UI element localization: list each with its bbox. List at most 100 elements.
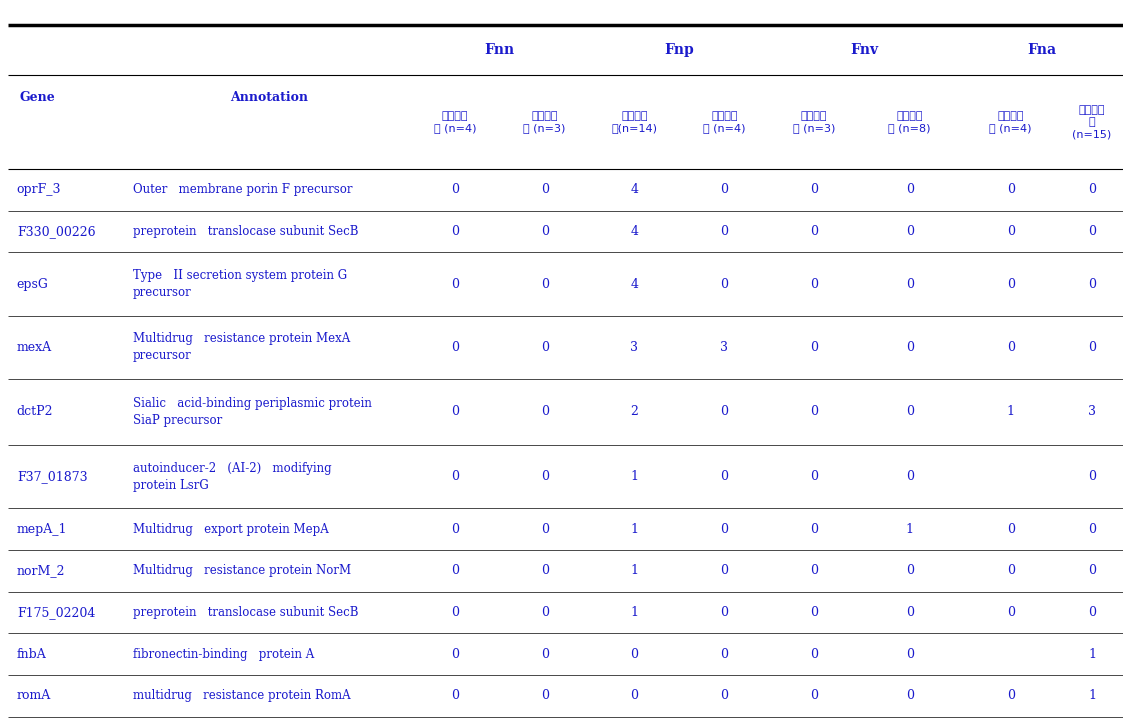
Text: 0: 0 [810,406,819,418]
Text: 3: 3 [1088,406,1096,418]
Text: 4: 4 [630,225,639,238]
Text: Multidrug   resistance protein MexA
precursor: Multidrug resistance protein MexA precur… [133,332,349,362]
Text: 0: 0 [540,278,549,290]
Text: 0: 0 [720,278,729,290]
Text: 0: 0 [720,564,729,577]
Text: 1: 1 [905,523,914,536]
Text: 0: 0 [810,648,819,661]
Text: 0: 0 [810,183,819,196]
Text: 0: 0 [905,690,914,702]
Text: 0: 0 [450,341,459,354]
Text: 0: 0 [1006,523,1015,536]
Text: 0: 0 [540,183,549,196]
Text: Fnp: Fnp [665,43,694,58]
Text: 0: 0 [720,606,729,619]
Text: 0: 0 [540,690,549,702]
Text: F330_00226: F330_00226 [17,225,95,238]
Text: 0: 0 [720,183,729,196]
Text: 3: 3 [630,341,639,354]
Text: 0: 0 [810,690,819,702]
Text: 0: 0 [630,648,639,661]
Text: 한국인유
래(n=14): 한국인유 래(n=14) [612,111,657,134]
Text: 0: 0 [720,690,729,702]
Text: 0: 0 [810,564,819,577]
Text: 0: 0 [720,648,729,661]
Text: 0: 0 [1006,183,1015,196]
Text: 1: 1 [1088,648,1096,661]
Text: preprotein   translocase subunit SecB: preprotein translocase subunit SecB [133,606,358,619]
Text: 1: 1 [1088,690,1096,702]
Text: 서양인유
래 (n=4): 서양인유 래 (n=4) [703,111,746,134]
Text: 0: 0 [1088,225,1096,238]
Text: 0: 0 [1006,278,1015,290]
Text: oprF_3: oprF_3 [17,183,62,196]
Text: Fnv: Fnv [850,43,879,58]
Text: mepA_1: mepA_1 [17,523,67,536]
Text: 0: 0 [630,690,639,702]
Text: 0: 0 [1006,564,1015,577]
Text: 한국인유
래 (n=4): 한국인유 래 (n=4) [433,111,476,134]
Text: 1: 1 [630,470,639,483]
Text: 0: 0 [540,523,549,536]
Text: 0: 0 [720,470,729,483]
Text: 0: 0 [720,225,729,238]
Text: Multidrug   resistance protein NorM: Multidrug resistance protein NorM [133,564,350,577]
Text: 0: 0 [450,183,459,196]
Text: 0: 0 [1088,523,1096,536]
Text: 0: 0 [450,278,459,290]
Text: 0: 0 [1006,690,1015,702]
Text: mexA: mexA [17,341,52,354]
Text: 0: 0 [720,523,729,536]
Text: 0: 0 [450,648,459,661]
Text: 0: 0 [1088,278,1096,290]
Text: Sialic   acid-binding periplasmic protein
SiaP precursor: Sialic acid-binding periplasmic protein … [133,397,372,427]
Text: 0: 0 [810,341,819,354]
Text: 4: 4 [630,278,639,290]
Text: 2: 2 [630,406,639,418]
Text: 0: 0 [1088,470,1096,483]
Text: 0: 0 [720,406,729,418]
Text: romA: romA [17,690,51,702]
Text: 0: 0 [450,606,459,619]
Text: 0: 0 [450,564,459,577]
Text: 0: 0 [540,606,549,619]
Text: 0: 0 [810,523,819,536]
Text: 3: 3 [720,341,729,354]
Text: 0: 0 [540,648,549,661]
Text: 0: 0 [1088,183,1096,196]
Text: F37_01873: F37_01873 [17,470,88,483]
Text: 한국인유
래 (n=3): 한국인유 래 (n=3) [793,111,836,134]
Text: Gene: Gene [19,91,55,104]
Text: 1: 1 [630,523,639,536]
Text: 1: 1 [630,606,639,619]
Text: epsG: epsG [17,278,48,290]
Text: 1: 1 [1006,406,1015,418]
Text: 서양인유
래 (n=3): 서양인유 래 (n=3) [523,111,566,134]
Text: 서양인유
레
(n=15): 서양인유 레 (n=15) [1072,105,1112,139]
Text: 0: 0 [450,523,459,536]
Text: 0: 0 [905,470,914,483]
Text: 서양인유
래 (n=8): 서양인유 래 (n=8) [888,111,931,134]
Text: 0: 0 [905,564,914,577]
Text: autoinducer-2   (AI-2)   modifying
protein LsrG: autoinducer-2 (AI-2) modifying protein L… [133,462,331,492]
Text: 0: 0 [810,278,819,290]
Text: 0: 0 [450,406,459,418]
Text: 4: 4 [630,183,639,196]
Text: 0: 0 [810,470,819,483]
Text: Annotation: Annotation [230,91,309,104]
Text: 0: 0 [1088,341,1096,354]
Text: 0: 0 [1006,606,1015,619]
Text: dctP2: dctP2 [17,406,54,418]
Text: fnbA: fnbA [17,648,46,661]
Text: 0: 0 [1006,341,1015,354]
Text: F175_02204: F175_02204 [17,606,95,619]
Text: 0: 0 [810,606,819,619]
Text: 0: 0 [450,225,459,238]
Text: 0: 0 [1006,225,1015,238]
Text: 0: 0 [905,341,914,354]
Text: 0: 0 [1088,606,1096,619]
Text: Type   II secretion system protein G
precursor: Type II secretion system protein G precu… [133,269,347,299]
Text: 1: 1 [630,564,639,577]
Text: 0: 0 [540,341,549,354]
Text: 0: 0 [450,470,459,483]
